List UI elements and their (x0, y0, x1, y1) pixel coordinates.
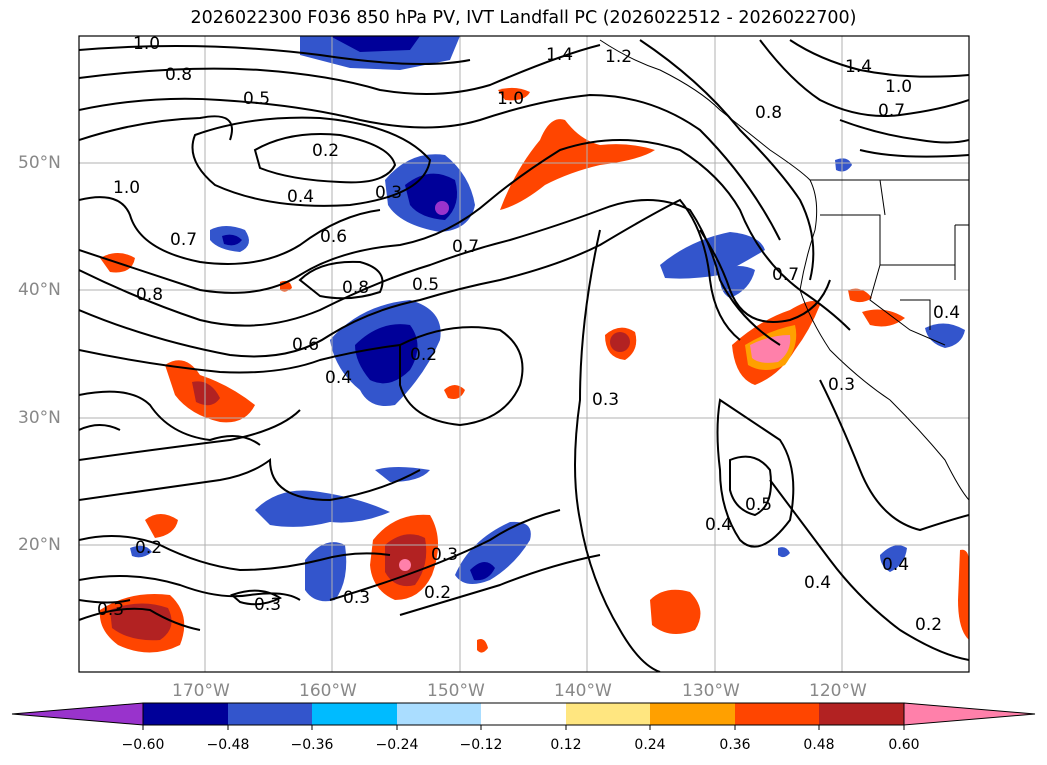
contour-label: 1.0 (885, 77, 912, 97)
contour-label: 0.4 (933, 303, 960, 323)
colorbar-tick-label: −0.60 (121, 737, 165, 753)
contour-label: 0.2 (312, 141, 339, 161)
contour-label: 0.3 (254, 595, 281, 615)
contour-label: 0.2 (135, 538, 162, 558)
contour-label: 0.2 (424, 583, 451, 603)
lon-label: 130°W (682, 681, 740, 701)
contour-label: 1.0 (113, 178, 140, 198)
contour-label: 0.7 (170, 230, 197, 250)
lat-label: 30°N (18, 408, 61, 428)
contour-label: 0.8 (755, 103, 782, 123)
lon-label: 150°W (427, 681, 485, 701)
colorbar-tick-label: 0.12 (550, 737, 582, 753)
contour-labels: 1.0 0.8 0.5 0.2 0.4 0.3 1.4 1.2 1.0 0.8 … (97, 34, 960, 635)
contour-label: 0.4 (705, 515, 732, 535)
colorbar-tick-label: 0.60 (888, 737, 920, 753)
contour-label: 1.0 (133, 34, 160, 54)
lat-label: 50°N (18, 153, 61, 173)
contour-label: 0.7 (878, 101, 905, 121)
colorbar-tick-label: −0.48 (206, 737, 250, 753)
contour-label: 0.3 (431, 545, 458, 565)
contour-label: 0.4 (882, 555, 909, 575)
pv-contours (79, 39, 969, 672)
colorbar-tick-label: 0.24 (634, 737, 666, 753)
map-border (78, 35, 970, 673)
contour-label: 0.3 (375, 183, 402, 203)
contour-label: 0.3 (343, 588, 370, 608)
contour-label: 1.2 (605, 47, 632, 67)
lon-label: 170°W (172, 681, 230, 701)
graticule (79, 36, 969, 672)
lat-label: 20°N (18, 535, 61, 555)
contour-label: 0.5 (745, 495, 772, 515)
colorbar-tick-label: 0.36 (719, 737, 751, 753)
contour-label: 1.4 (546, 45, 573, 65)
lon-label: 120°W (809, 681, 867, 701)
colorbar-tick-label: −0.36 (290, 737, 334, 753)
contour-label: 0.8 (136, 285, 163, 305)
colorbar (11, 702, 1036, 730)
colorbar-tick-label: 0.48 (803, 737, 835, 753)
contour-label: 0.4 (287, 187, 314, 207)
contour-label: 0.5 (412, 275, 439, 295)
colorbar-tick-label: −0.24 (375, 737, 419, 753)
contour-label: 0.3 (97, 600, 124, 620)
contour-label: 1.4 (845, 57, 872, 77)
contour-label: 0.4 (325, 368, 352, 388)
contour-label: 0.6 (320, 227, 347, 247)
coastlines (599, 39, 969, 501)
contour-label: 0.7 (772, 265, 799, 285)
contour-label: 0.2 (915, 615, 942, 635)
contour-label: 0.3 (828, 375, 855, 395)
contour-label: 0.8 (342, 278, 369, 298)
lon-label: 160°W (299, 681, 357, 701)
contour-label: 0.2 (410, 345, 437, 365)
colorbar-tick-label: −0.12 (459, 737, 503, 753)
negative-shading (130, 36, 965, 602)
contour-label: 0.8 (165, 65, 192, 85)
contour-label: 1.0 (497, 89, 524, 109)
contour-label: 0.4 (804, 573, 831, 593)
contour-label: 0.5 (243, 89, 270, 109)
lat-label: 40°N (18, 280, 61, 300)
contour-label: 0.7 (452, 237, 479, 257)
contour-label: 0.6 (292, 335, 319, 355)
map-content (79, 36, 969, 672)
map-title: 2026022300 F036 850 hPa PV, IVT Landfall… (190, 8, 857, 28)
lon-label: 140°W (554, 681, 612, 701)
contour-label: 0.3 (592, 390, 619, 410)
